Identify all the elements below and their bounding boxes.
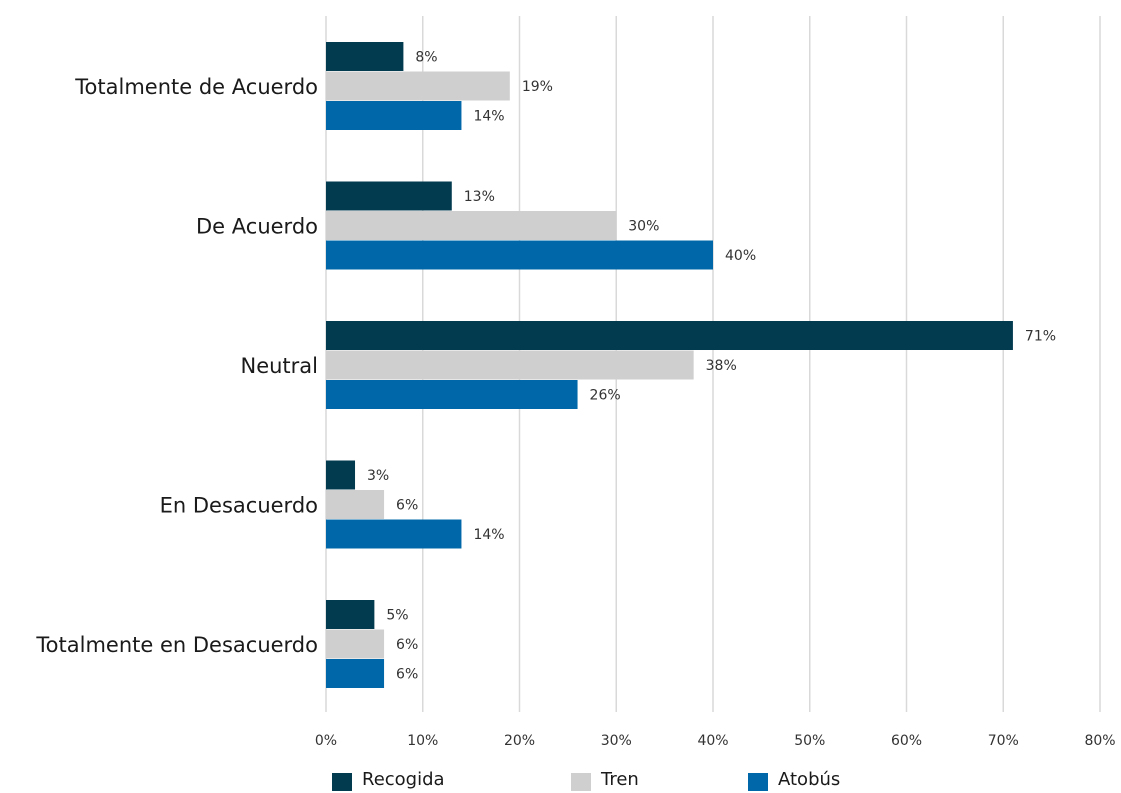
x-tick-label-60: 60% bbox=[891, 733, 922, 749]
data-label-atobus-totalmente-en-desacuerdo: 6% bbox=[396, 667, 418, 683]
bar-recogida-totalmente-de-acuerdo bbox=[326, 42, 404, 71]
x-tick-label-10: 10% bbox=[407, 733, 438, 749]
bar-tren-en-desacuerdo bbox=[326, 490, 385, 519]
data-label-tren-totalmente-en-desacuerdo: 6% bbox=[396, 637, 418, 653]
category-label-neutral: Neutral bbox=[240, 354, 318, 378]
bar-tren-neutral bbox=[326, 350, 694, 380]
data-label-atobus-totalmente-de-acuerdo: 14% bbox=[473, 109, 504, 125]
legend: Recogida Tren Atobús bbox=[332, 769, 840, 791]
data-labels: 8% 19% 14% 13% 30% 40% 71% 38% 26% 3% 6% 14% 5% 6% 6% bbox=[367, 50, 1056, 683]
bar-atobus-neutral bbox=[326, 380, 578, 409]
category-label-de-acuerdo: De Acuerdo bbox=[196, 215, 318, 239]
bar-recogida-neutral bbox=[326, 321, 1013, 350]
legend-swatch-tren bbox=[571, 773, 591, 791]
data-label-recogida-de-acuerdo: 13% bbox=[464, 189, 495, 205]
x-tick-label-30: 30% bbox=[601, 733, 632, 749]
bars bbox=[326, 42, 1013, 688]
data-label-tren-en-desacuerdo: 6% bbox=[396, 498, 418, 514]
data-label-recogida-en-desacuerdo: 3% bbox=[367, 468, 389, 484]
gridlines bbox=[325, 16, 1101, 712]
data-label-recogida-neutral: 71% bbox=[1025, 329, 1056, 345]
data-label-tren-neutral: 38% bbox=[706, 358, 737, 374]
x-tick-label-80: 80% bbox=[1084, 733, 1115, 749]
bar-recogida-totalmente-en-desacuerdo bbox=[326, 600, 375, 629]
data-label-atobus-neutral: 26% bbox=[590, 388, 621, 404]
data-label-tren-de-acuerdo: 30% bbox=[628, 219, 659, 235]
data-label-atobus-en-desacuerdo: 14% bbox=[473, 527, 504, 543]
category-label-totalmente-de-acuerdo: Totalmente de Acuerdo bbox=[74, 75, 318, 99]
bar-atobus-de-acuerdo bbox=[326, 240, 713, 270]
legend-label-recogida: Recogida bbox=[362, 769, 445, 790]
data-label-tren-totalmente-de-acuerdo: 19% bbox=[522, 79, 553, 95]
x-tick-label-20: 20% bbox=[504, 733, 535, 749]
legend-swatch-atobus bbox=[748, 773, 768, 791]
legend-label-tren: Tren bbox=[600, 769, 639, 790]
category-labels: Totalmente de Acuerdo De Acuerdo Neutral En… bbox=[35, 75, 318, 657]
x-tick-label-70: 70% bbox=[988, 733, 1019, 749]
x-tick-label-50: 50% bbox=[794, 733, 825, 749]
bar-recogida-en-desacuerdo bbox=[326, 460, 356, 490]
bar-atobus-totalmente-en-desacuerdo bbox=[326, 659, 385, 688]
data-label-recogida-totalmente-de-acuerdo: 8% bbox=[415, 50, 437, 66]
bar-tren-totalmente-en-desacuerdo bbox=[326, 629, 385, 659]
x-tick-label-0: 0% bbox=[315, 733, 337, 749]
bar-atobus-en-desacuerdo bbox=[326, 519, 462, 549]
data-label-recogida-totalmente-en-desacuerdo: 5% bbox=[386, 608, 408, 624]
bar-recogida-de-acuerdo bbox=[326, 181, 452, 211]
bar-tren-de-acuerdo bbox=[326, 211, 617, 240]
bar-atobus-totalmente-de-acuerdo bbox=[326, 101, 462, 130]
legend-swatch-recogida bbox=[332, 773, 352, 791]
category-label-en-desacuerdo: En Desacuerdo bbox=[160, 494, 318, 518]
x-tick-label-40: 40% bbox=[697, 733, 728, 749]
data-label-atobus-de-acuerdo: 40% bbox=[725, 248, 756, 264]
category-label-totalmente-en-desacuerdo: Totalmente en Desacuerdo bbox=[35, 633, 318, 657]
bar-tren-totalmente-de-acuerdo bbox=[326, 71, 510, 101]
legend-label-atobus: Atobús bbox=[778, 769, 840, 790]
x-axis-ticks: 0% 10% 20% 30% 40% 50% 60% 70% 80% bbox=[315, 733, 1116, 749]
